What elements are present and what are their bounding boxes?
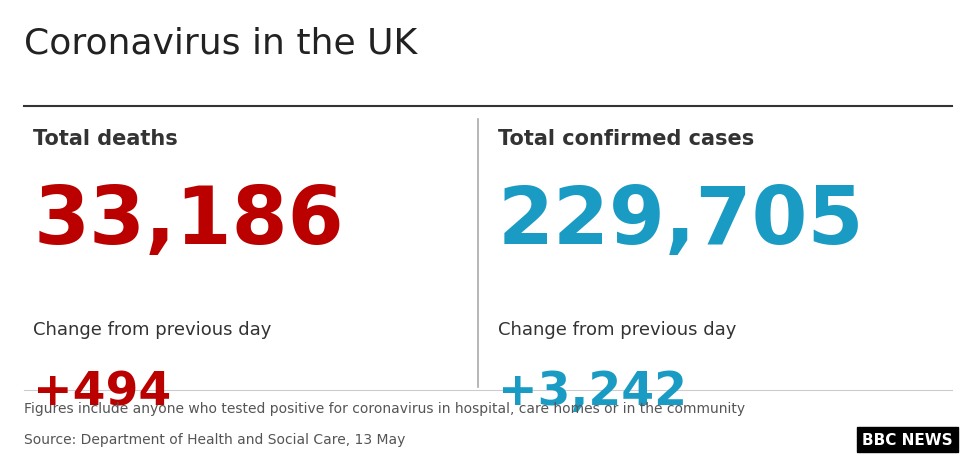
Text: Source: Department of Health and Social Care, 13 May: Source: Department of Health and Social …: [23, 432, 405, 446]
Text: Figures include anyone who tested positive for coronavirus in hospital, care hom: Figures include anyone who tested positi…: [23, 401, 745, 415]
Text: +494: +494: [33, 369, 172, 415]
Text: Total deaths: Total deaths: [33, 129, 178, 149]
Text: +3,242: +3,242: [498, 369, 687, 415]
Text: 229,705: 229,705: [498, 182, 864, 260]
Text: Total confirmed cases: Total confirmed cases: [498, 129, 753, 149]
Text: Coronavirus in the UK: Coronavirus in the UK: [23, 26, 417, 61]
Text: Change from previous day: Change from previous day: [498, 321, 736, 339]
Text: Change from previous day: Change from previous day: [33, 321, 271, 339]
Text: 33,186: 33,186: [33, 182, 344, 260]
Text: BBC NEWS: BBC NEWS: [862, 432, 953, 447]
